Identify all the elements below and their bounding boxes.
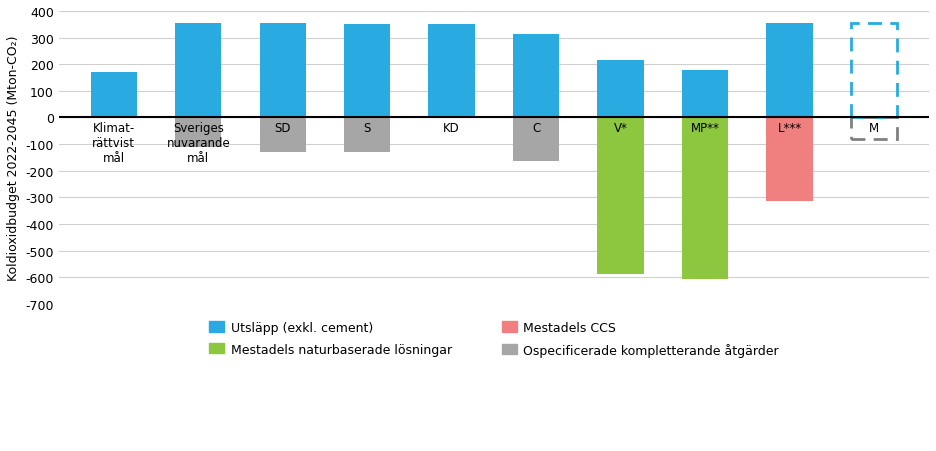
Bar — [767, 118, 812, 202]
Text: M: M — [870, 122, 879, 135]
Text: MP**: MP** — [691, 122, 720, 135]
Bar — [259, 24, 306, 118]
Text: L***: L*** — [778, 122, 802, 135]
Text: Sveriges
nuvarande
mål: Sveriges nuvarande mål — [167, 122, 230, 165]
Text: KD: KD — [444, 122, 461, 135]
Bar — [513, 35, 560, 118]
Bar — [851, 24, 898, 118]
Text: Klimat-
rättvist
mål: Klimat- rättvist mål — [93, 122, 136, 165]
Text: SD: SD — [274, 122, 291, 135]
Text: C: C — [532, 122, 540, 135]
Bar — [597, 118, 644, 275]
Bar — [682, 118, 728, 279]
Bar — [597, 61, 644, 118]
Bar — [175, 118, 222, 147]
Y-axis label: Koldioxidbudget 2022-2045 (Mton-CO₂): Koldioxidbudget 2022-2045 (Mton-CO₂) — [7, 36, 20, 281]
Text: S: S — [363, 122, 371, 135]
Text: V*: V* — [614, 122, 628, 135]
Bar — [91, 73, 137, 118]
Bar — [429, 25, 475, 118]
Bar — [175, 24, 222, 118]
Bar — [682, 71, 728, 118]
Bar — [344, 25, 390, 118]
Bar — [767, 24, 812, 118]
Bar — [259, 118, 306, 153]
Bar — [513, 118, 560, 162]
Bar — [851, 118, 898, 139]
Legend: Utsläpp (exkl. cement), Mestadels naturbaserade lösningar, Mestadels CCS, Ospeci: Utsläpp (exkl. cement), Mestadels naturb… — [204, 316, 783, 362]
Bar — [344, 118, 390, 153]
